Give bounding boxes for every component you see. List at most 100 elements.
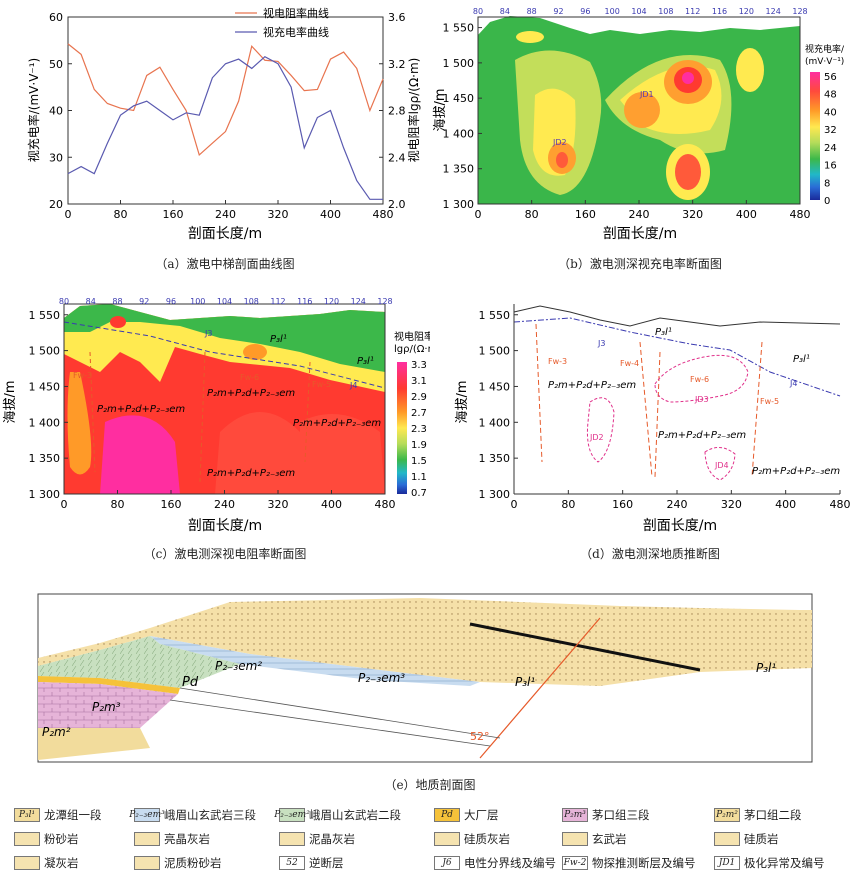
- terrain-line: [513, 305, 841, 327]
- layer-em3: [150, 636, 480, 686]
- caption-d: （d）激电测深地质推断图: [580, 547, 720, 561]
- jd-south-core: [675, 154, 701, 190]
- line-j3-j4: [513, 317, 841, 397]
- legend-item: 泥晶灰岩: [279, 831, 355, 847]
- legend-item: P₂₋₃em² 峨眉山玄武岩二段: [274, 807, 401, 823]
- line-label-j4: J4: [789, 379, 797, 388]
- station-label: 124: [351, 297, 366, 306]
- station-label: 84: [86, 297, 96, 306]
- legend-text: 泥质粉砂岩: [164, 856, 222, 870]
- y-tick-label: 1 400: [479, 416, 511, 429]
- x-tick-label: 80: [114, 208, 128, 221]
- series-line-resistivity: [67, 43, 384, 156]
- x-tick-label: 320: [682, 208, 703, 221]
- zone-orange-2: [243, 344, 267, 360]
- x-tick-label: 480: [373, 208, 394, 221]
- legend-item: P₂₋₃em³ 峨眉山玄武岩三段: [129, 807, 256, 823]
- legend-swatch: Fw-2: [562, 856, 588, 870]
- y-left-tick-label: 40: [49, 105, 63, 118]
- chart-e-svg: P₂₋₃em² P₂₋₃em³ P₃l¹ P₃l¹ Pd P₂m³ P₂m² 5…: [37, 593, 813, 763]
- y-right-tick-label: 3.2: [388, 58, 406, 71]
- legend-item: 硅质灰岩: [434, 831, 510, 847]
- zone-red-top: [110, 316, 126, 328]
- line-label-j3: J3: [204, 329, 212, 338]
- fault-fw3: [535, 323, 543, 463]
- fault-label-fw6: Fw-6: [240, 373, 259, 382]
- y-tick-label: 1 300: [29, 488, 61, 501]
- label-em2: P₂₋₃em²: [215, 659, 262, 673]
- formation-label-3: P₂m+P₂d+P₂₋₃em: [548, 380, 636, 391]
- y-axis-label: 海拔/m: [433, 88, 448, 131]
- legend-text: 泥晶灰岩: [309, 832, 355, 846]
- y-left-tick-label: 50: [49, 58, 63, 71]
- station-label: 96: [580, 7, 590, 16]
- x-tick-label: 160: [163, 208, 184, 221]
- jd2-center: [556, 152, 568, 168]
- anomaly-label-jd2: JD2: [589, 433, 604, 442]
- chart-b-svg: JD1 JD2 80 84 88 92 96 100 104 108 112 116 120 124 1…: [433, 7, 845, 242]
- legend-swatch: [14, 856, 40, 870]
- fault-traces: [169, 687, 501, 747]
- reverse-fault: [479, 617, 601, 759]
- legend-text: 物探推测断层及编号: [592, 856, 696, 870]
- x-axis-label: 剖面长度/m: [603, 226, 677, 242]
- zone-red-3: [300, 414, 385, 494]
- formation-label-4: P₂m+P₂d+P₂₋₃em: [207, 388, 295, 399]
- legend-text: 茅口组二段: [744, 808, 802, 822]
- station-label: 100: [190, 297, 205, 306]
- station-label: 116: [712, 7, 727, 16]
- station-label: 92: [139, 297, 149, 306]
- zone-orange-1: [67, 372, 92, 475]
- label-em3: P₂₋₃em³: [358, 671, 405, 685]
- chart-c-svg: Fw-3 Fw-6 Fw-5 J3 J4 P₃l¹ P₃l¹ P₂m+P₂d+P…: [3, 297, 441, 534]
- x-tick-label: 0: [61, 498, 68, 511]
- legend-swatch: [562, 832, 588, 846]
- legend-text: 峨眉山玄武岩三段: [164, 808, 256, 822]
- y-left-tick-label: 20: [49, 198, 63, 211]
- fault-fw4: [639, 341, 653, 478]
- colorbar-tick-label: 1.1: [411, 472, 427, 483]
- x-tick-label: 80: [561, 498, 575, 511]
- fault-fw5: [751, 341, 763, 478]
- legend-text: 龙潭组一段: [44, 808, 102, 822]
- station-label: 116: [297, 297, 312, 306]
- y-tick-label: 1 350: [29, 452, 61, 465]
- station-label: 124: [766, 7, 781, 16]
- y-tick-label: 1 450: [443, 92, 475, 105]
- station-label: 120: [324, 297, 339, 306]
- panel-e-geologic-section: P₂₋₃em² P₂₋₃em³ P₃l¹ P₃l¹ Pd P₂m³ P₂m² 5…: [0, 588, 857, 768]
- y-tick-label: 1 300: [479, 488, 511, 501]
- layer-p3l1: [38, 598, 812, 686]
- fault-label-fw6: Fw-6: [690, 375, 709, 384]
- legend-text: 硅质灰岩: [464, 832, 510, 846]
- y-tick-label: 1 550: [29, 309, 61, 322]
- y-tick-label: 1 450: [29, 380, 61, 393]
- legend-text: 凝灰岩: [44, 856, 79, 870]
- station-label: 108: [244, 297, 259, 306]
- x-axis-label: 剖面长度/m: [643, 518, 717, 534]
- colorbar-unit: lgρ/(Ω·m): [394, 344, 430, 355]
- legend-item: 粉砂岩: [14, 831, 79, 847]
- y-tick-label: 1 400: [443, 127, 475, 140]
- formation-label-4: P₂m+P₂d+P₂₋₃em: [658, 430, 746, 441]
- formation-label-5: P₂m+P₂d+P₂₋₃em: [752, 466, 840, 477]
- formation-label-1: P₃l¹: [270, 334, 287, 345]
- legend-swatch: P₂m²: [714, 808, 740, 822]
- legend-item: Fw-2 物探推测断层及编号: [562, 855, 696, 871]
- caption-e: （e）地质剖面图: [384, 778, 476, 792]
- x-tick-label: 480: [790, 208, 811, 221]
- x-tick-label: 480: [830, 498, 851, 511]
- x-tick-label: 480: [375, 498, 396, 511]
- colorbar: [397, 362, 407, 494]
- x-tick-label: 400: [775, 498, 796, 511]
- legend-swatch: 52: [279, 856, 305, 870]
- legend-swatch: J6: [434, 856, 460, 870]
- legend-swatch: P₂m³: [562, 808, 588, 822]
- x-tick-label: 80: [111, 498, 125, 511]
- caption-b: （b）激电测深视充电率断面图: [558, 257, 722, 271]
- panel-b-chargeability-section: JD1 JD2 80 84 88 92 96 100 104 108 112 116 120 124 1…: [430, 0, 857, 250]
- x-tick-label: 320: [268, 208, 289, 221]
- right-axis-label: 视电阻率lgρ/(Ω·m): [406, 58, 421, 163]
- fault-label-fw5: Fw-5: [312, 380, 331, 389]
- legend-swatch: Pd: [434, 808, 460, 822]
